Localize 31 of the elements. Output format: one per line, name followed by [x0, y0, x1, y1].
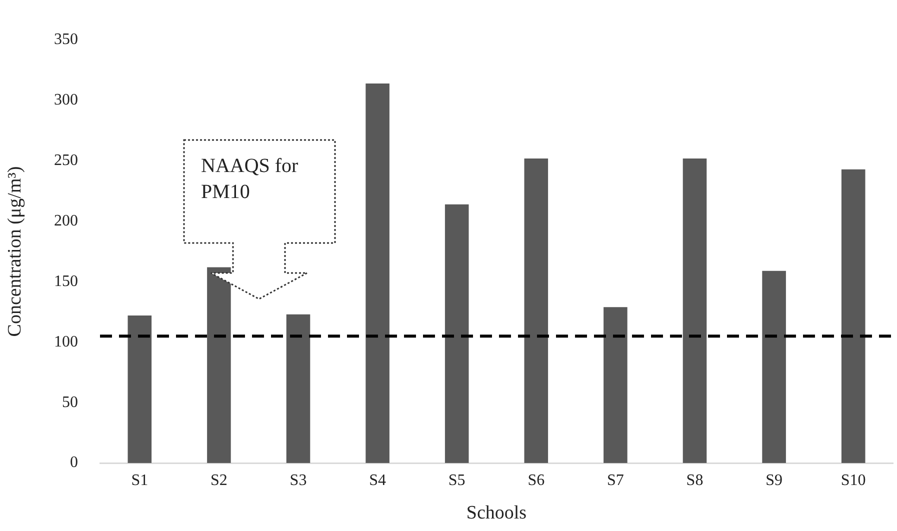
x-tick-label: S4 [369, 472, 386, 489]
y-tick-label: 250 [54, 152, 78, 170]
ref-line-label: NAAQS for PM10 [201, 154, 300, 205]
bar [207, 267, 231, 463]
x-tick-label: S9 [766, 472, 783, 489]
y-tick-label: 350 [54, 31, 78, 48]
x-tick-label: S7 [606, 472, 624, 489]
bar [444, 204, 469, 463]
x-tick-label: S3 [290, 472, 307, 489]
y-tick-label: 300 [54, 92, 78, 109]
bar [841, 169, 866, 463]
y-tick-label: 200 [54, 212, 78, 230]
x-tick-label: S2 [210, 472, 228, 489]
y-tick-label: 50 [62, 394, 78, 411]
x-tick-label: S10 [840, 472, 866, 489]
x-axis-title: Schools [466, 502, 527, 524]
y-axis-title: Concentration (μg/m³) [4, 166, 26, 337]
x-tick-label: S1 [131, 472, 148, 489]
bar [762, 270, 786, 463]
bar [366, 84, 390, 463]
bar [128, 316, 152, 463]
x-tick-label: S5 [448, 472, 466, 489]
bar [604, 307, 628, 463]
y-tick-label: 0 [70, 454, 78, 472]
bar [524, 158, 548, 463]
bar [286, 314, 310, 463]
y-tick-label: 100 [54, 333, 78, 350]
x-tick-label: S6 [528, 472, 545, 489]
x-tick-label: S8 [686, 472, 704, 489]
bar [682, 158, 707, 463]
y-tick-label: 150 [54, 272, 78, 290]
